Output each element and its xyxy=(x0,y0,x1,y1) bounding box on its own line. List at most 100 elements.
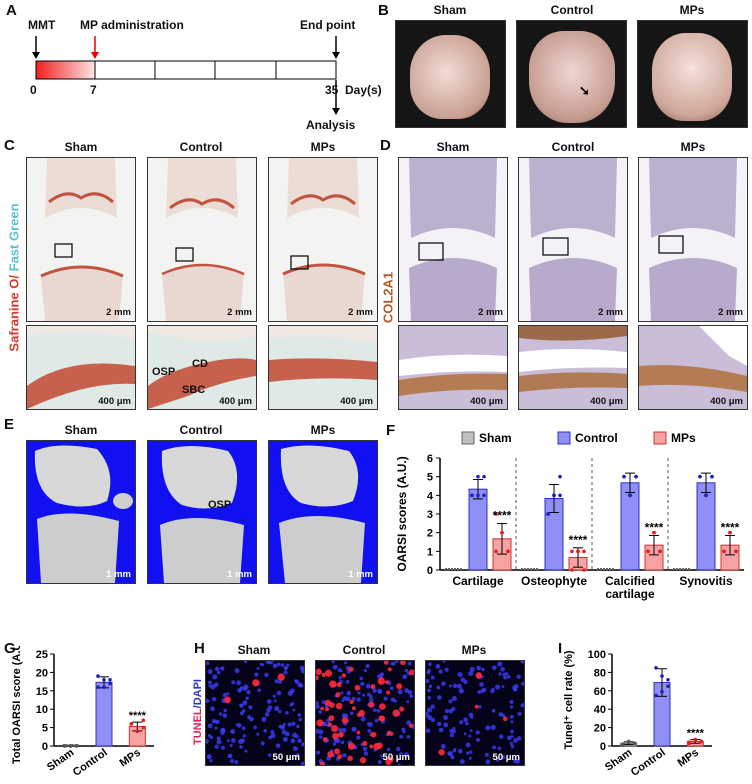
i-category-label: Control xyxy=(629,747,668,779)
c-stain-red: Safranine O/ xyxy=(6,274,22,352)
f-ytick-label: 5 xyxy=(427,472,433,484)
d-section-mps: 2 mm xyxy=(638,157,748,322)
f-point-mps xyxy=(722,549,726,554)
panel-f-label: F xyxy=(386,422,396,439)
mp-administration-label: MP administration xyxy=(80,18,184,32)
f-ytick-label: 2 xyxy=(427,528,433,540)
f-point-control xyxy=(482,474,486,479)
g-point xyxy=(68,744,73,748)
h-scale-control: 50 μm xyxy=(382,752,410,763)
f-point-control xyxy=(558,474,562,479)
d-scale-sham: 2 mm xyxy=(478,307,503,318)
g-point xyxy=(96,674,100,678)
h-fluor-sham: 50 μm xyxy=(205,660,305,766)
annot-cd: CD xyxy=(192,358,208,370)
g-ytick-label: 25 xyxy=(36,649,48,661)
e-scale-mps: 1 mm xyxy=(348,569,373,580)
i-point xyxy=(620,743,625,747)
legend-swatch-sham xyxy=(461,431,475,445)
legend-label-mps: MPs xyxy=(671,431,696,445)
g-point xyxy=(96,685,100,689)
h-stain-dapi: /DAPI xyxy=(192,679,204,709)
f-point-control xyxy=(558,493,562,498)
i-point xyxy=(626,739,631,744)
f-point-control xyxy=(704,493,708,498)
day-unit-label: Day(s) xyxy=(345,83,382,97)
g-point xyxy=(102,677,106,682)
d-zoom-scale-sham: 400 μm xyxy=(470,396,503,407)
e-scale-control: 1 mm xyxy=(227,569,252,580)
annot-sbc: SBC xyxy=(182,384,206,396)
g-ytick-label: 15 xyxy=(36,686,48,698)
f-point-mps xyxy=(582,549,586,554)
c-scale-control: 2 mm xyxy=(227,307,252,318)
f-significance: **** xyxy=(493,509,512,523)
g-ytick-label: 10 xyxy=(36,704,48,716)
b-title-control: Control xyxy=(550,3,594,17)
c-zoom-control: OSP CD SBC 400 μm xyxy=(147,325,257,410)
f-point-control xyxy=(552,493,556,498)
d-zoom-sham: 400 μm xyxy=(398,325,508,410)
h-scale-mps: 50 μm xyxy=(492,752,520,763)
f-point-control xyxy=(622,474,626,479)
legend-label-control: Control xyxy=(575,431,618,445)
f-point-mps xyxy=(576,549,580,554)
h-fluor-control: 50 μm xyxy=(315,660,415,766)
f-point-mps xyxy=(658,549,662,554)
f-category-label: Synovitis xyxy=(679,574,733,588)
e-title-mps: MPs xyxy=(310,423,336,437)
panel-h-label: H xyxy=(194,640,205,657)
f-point-mps xyxy=(500,530,504,535)
f-ytick-label: 4 xyxy=(427,490,434,502)
g-category-label: Control xyxy=(71,747,110,779)
h-title-control: Control xyxy=(342,643,386,657)
f-bar-control xyxy=(468,488,488,571)
f-point-control xyxy=(476,474,480,479)
f-ytick-label: 0 xyxy=(427,565,433,577)
g-ytick-label: 5 xyxy=(42,723,48,735)
e-scale-sham: 1 mm xyxy=(106,569,131,580)
g-point xyxy=(102,685,106,689)
i-ytick-label: 40 xyxy=(594,704,606,716)
c-scale-mps: 2 mm xyxy=(348,307,373,318)
chart-f: Sham Control MPs 0 1 2 3 4 5 6 OARSI scores (A.U.)… xyxy=(395,431,744,601)
panel-g-label: G xyxy=(4,640,16,657)
c-title-control: Control xyxy=(179,140,223,154)
e-title-sham: Sham xyxy=(64,423,98,437)
d-scale-control: 2 mm xyxy=(598,307,623,318)
panel-c-label: C xyxy=(4,137,15,154)
d-title-control: Control xyxy=(551,140,595,154)
f-point-mps xyxy=(652,530,656,535)
d-zoom-control: 400 μm xyxy=(518,325,628,410)
i-ytick-label: 0 xyxy=(600,741,606,753)
f-point-mps xyxy=(494,549,498,554)
f-ytick-label: 1 xyxy=(427,546,433,558)
g-ytick-label: 20 xyxy=(36,667,48,679)
g-point xyxy=(135,729,140,734)
panel-a-label: A xyxy=(6,2,17,19)
mmt-label: MMT xyxy=(28,18,56,32)
day-35-label: 35 xyxy=(325,83,339,97)
e-ct-sham: 1 mm xyxy=(26,440,136,584)
b-title-sham: Sham xyxy=(433,3,467,17)
h-title-mps: MPs xyxy=(461,643,487,657)
g-bar-control xyxy=(95,681,113,747)
c-scale-sham: 2 mm xyxy=(106,307,131,318)
g-point xyxy=(108,681,112,686)
h-title-sham: Sham xyxy=(237,643,271,657)
d-section-control: 2 mm xyxy=(518,157,628,322)
f-point-mps xyxy=(582,568,586,572)
i-point xyxy=(666,684,670,688)
d-scale-mps: 2 mm xyxy=(718,307,743,318)
c-stain-label: Safranine O/ Fast Green xyxy=(4,160,22,410)
arrow-icon: ➘ xyxy=(579,83,590,98)
i-point xyxy=(666,677,670,682)
e-title-control: Control xyxy=(179,423,223,437)
g-point xyxy=(141,718,146,723)
analysis-label: Analysis xyxy=(306,118,356,132)
f-category-label: Cartilage xyxy=(452,574,504,588)
d-zoom-mps: 400 μm xyxy=(638,325,748,410)
panel-e-label: E xyxy=(4,416,15,433)
